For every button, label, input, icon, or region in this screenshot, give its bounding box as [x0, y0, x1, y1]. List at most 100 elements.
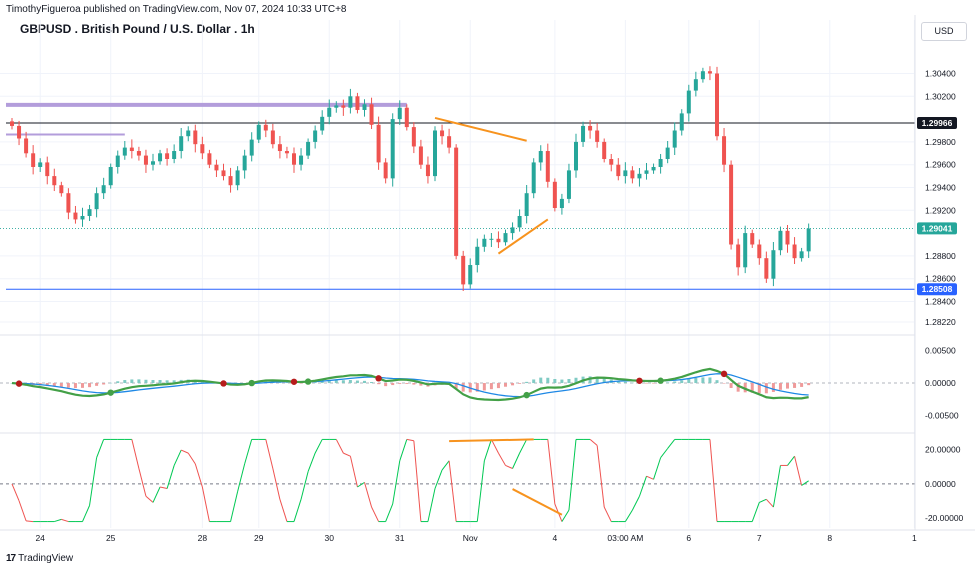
candle-body — [397, 107, 402, 120]
candle-body — [59, 185, 64, 194]
candle-body — [256, 124, 261, 140]
candle-body — [327, 107, 332, 117]
tradingview-logo[interactable]: 17 TradingView — [6, 553, 73, 564]
candle — [503, 229, 508, 246]
candle — [644, 162, 649, 180]
candle-body — [179, 136, 184, 152]
macd-hist-bar — [687, 379, 691, 384]
osc-segment — [194, 463, 203, 488]
candle-body — [341, 105, 346, 108]
macd-panel — [0, 367, 915, 402]
time-tick-label: 24 — [35, 533, 45, 543]
macd-hist-bar — [525, 381, 529, 384]
osc-segment — [201, 486, 210, 522]
candle-body — [630, 170, 635, 179]
candle — [722, 127, 727, 173]
macd-hist-bar — [334, 380, 338, 384]
candle-body — [595, 130, 600, 142]
macd-signal-line — [11, 373, 809, 398]
candle-body — [461, 255, 466, 285]
candle — [151, 153, 155, 171]
macd-cross-dot — [290, 378, 298, 385]
macd-hist-bar — [482, 383, 486, 391]
candle — [362, 99, 367, 117]
osc-segment — [187, 452, 196, 465]
osc-segment — [26, 520, 34, 523]
macd-hist-bar — [109, 382, 113, 384]
candle-body — [707, 71, 712, 74]
candle-body — [66, 193, 71, 213]
candle-body — [263, 124, 268, 131]
candle — [101, 177, 106, 200]
osc-tick-label: 0.00000 — [925, 479, 956, 489]
candle-body — [679, 113, 684, 131]
candle — [404, 104, 409, 131]
candle — [94, 187, 99, 218]
macd-cross-dot — [304, 378, 312, 385]
candle-body — [348, 96, 353, 108]
candle-body — [616, 164, 621, 177]
macd-hist-bar — [299, 383, 303, 384]
candle — [715, 66, 719, 141]
candle-body — [284, 151, 289, 154]
price-label-tag: 1.28508 — [917, 283, 957, 296]
candle — [306, 138, 311, 159]
currency-button[interactable]: USD — [921, 22, 967, 41]
price-tick-label: 1.28800 — [925, 251, 956, 261]
osc-divergence-line — [449, 438, 534, 443]
candle-body — [158, 153, 163, 162]
candle-body — [637, 173, 642, 179]
osc-segment — [159, 486, 168, 490]
osc-segment — [138, 468, 147, 497]
candle — [552, 178, 557, 212]
macd-cross-dot — [107, 389, 114, 396]
candle-body — [736, 244, 741, 268]
osc-segment — [131, 439, 140, 469]
macd-hist-bar — [602, 378, 606, 384]
candle-body — [729, 164, 734, 245]
candle-body — [785, 230, 790, 245]
macd-hist-bar — [793, 383, 797, 388]
candle — [73, 205, 78, 224]
macd-hist-bar — [666, 382, 670, 384]
osc-segment — [519, 439, 528, 454]
candle — [658, 153, 663, 174]
candle-body — [771, 250, 776, 279]
osc-segment — [272, 468, 281, 500]
candle — [672, 122, 677, 156]
candle — [531, 158, 536, 199]
candle-body — [552, 181, 557, 209]
candle-body — [764, 258, 769, 279]
price-label-bg — [917, 222, 957, 235]
candle — [489, 232, 494, 248]
candle-body — [792, 244, 797, 259]
candle — [299, 148, 304, 171]
candle-body — [17, 125, 22, 139]
price-tick-label: 1.30200 — [925, 91, 956, 101]
price-label-bg — [917, 116, 957, 129]
candle-body — [510, 227, 515, 234]
candle — [665, 140, 670, 164]
macd-hist-bar — [701, 377, 705, 384]
macd-hist-bar — [81, 383, 84, 388]
candle — [574, 133, 578, 178]
macd-cross-dot — [720, 370, 728, 378]
candle-body — [693, 79, 698, 91]
publisher-line: TimothyFigueroa published on TradingView… — [6, 4, 347, 15]
candle — [200, 136, 205, 160]
candle — [454, 144, 459, 260]
candle — [390, 113, 395, 187]
osc-segment — [596, 445, 605, 508]
candle — [785, 225, 790, 253]
candle-body — [418, 146, 423, 165]
candle — [623, 162, 628, 184]
candle-body — [524, 193, 529, 216]
candle — [341, 99, 346, 116]
osc-segment — [667, 439, 676, 449]
osc-segment — [11, 483, 20, 502]
candle — [242, 149, 247, 179]
candle-body — [750, 233, 755, 245]
candle — [136, 146, 141, 161]
oscillator-panel — [0, 438, 915, 523]
